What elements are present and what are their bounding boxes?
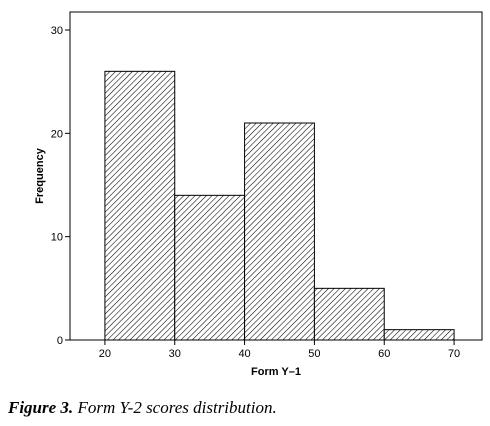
histogram-bar-30-40 — [174, 194, 246, 341]
x-tick-label: 40 — [238, 348, 250, 360]
y-axis-label: Frequency — [34, 147, 46, 204]
y-tick-label: 20 — [51, 128, 63, 140]
histogram-bar-20-30 — [104, 70, 176, 341]
histogram-bar-40-50 — [244, 122, 315, 341]
histogram-bar-60-70 — [383, 329, 455, 341]
figure-caption-text: Form Y-2 scores distribution. — [73, 398, 277, 417]
x-tick-label: 70 — [448, 348, 460, 360]
histogram-chart: 0 10 20 30 20 30 40 50 60 70 Frequency Form Y–1 — [34, 11, 483, 378]
histogram-bar-50-60 — [313, 287, 385, 341]
x-tick-label: 60 — [378, 348, 390, 360]
x-tick-label: 50 — [308, 348, 320, 360]
x-tick-label: 30 — [169, 348, 181, 360]
figure-caption: Figure 3. Form Y-2 scores distribution. — [8, 398, 277, 418]
y-tick-label: 10 — [51, 232, 63, 244]
x-tick-label: 20 — [99, 348, 111, 360]
figure-caption-label: Figure 3. — [8, 398, 74, 417]
y-tick-label: 0 — [57, 335, 63, 347]
x-axis-label: Form Y–1 — [251, 366, 301, 378]
y-tick-label: 30 — [51, 25, 63, 37]
